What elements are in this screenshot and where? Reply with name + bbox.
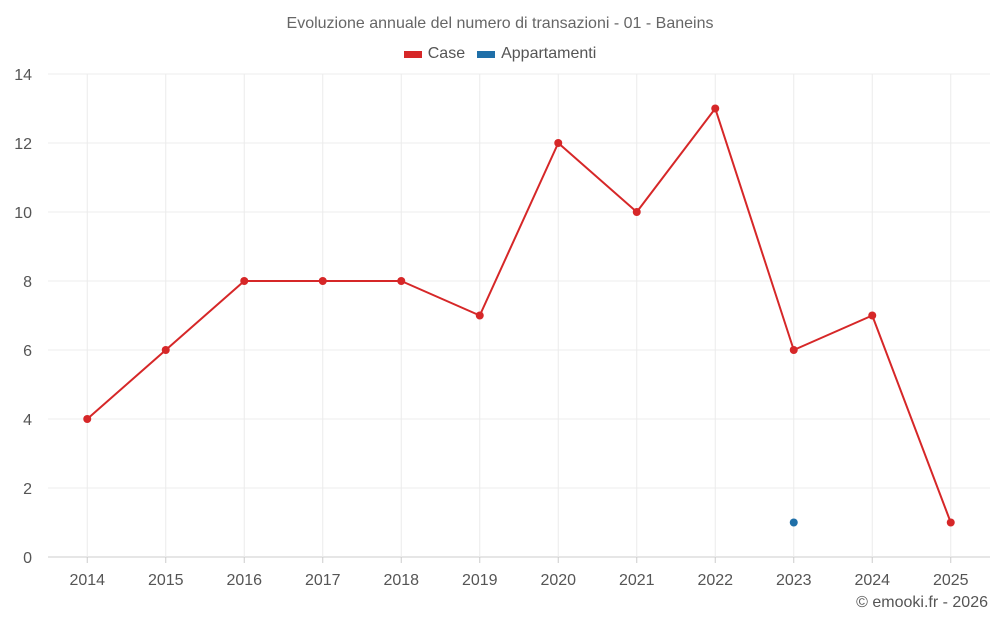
data-point[interactable] — [789, 518, 798, 527]
legend-swatch — [403, 50, 422, 58]
y-tick-label: 2 — [23, 481, 32, 498]
x-tick-label: 2025 — [933, 572, 969, 589]
x-tick-label: 2024 — [854, 572, 890, 589]
x-tick-label: 2019 — [462, 572, 498, 589]
data-point[interactable] — [711, 104, 720, 113]
data-point[interactable] — [475, 311, 484, 320]
series-layer — [83, 104, 955, 527]
data-point[interactable] — [318, 277, 327, 285]
y-tick-label: 10 — [14, 205, 32, 222]
x-tick-label: 2014 — [69, 572, 105, 589]
series-line-0 — [86, 107, 952, 523]
legend-label: Appartamenti — [501, 45, 597, 62]
data-point[interactable] — [868, 311, 877, 320]
data-point[interactable] — [946, 518, 955, 527]
y-tick-label: 4 — [23, 412, 32, 429]
data-point[interactable] — [83, 415, 92, 423]
y-tick-label: 12 — [14, 136, 32, 153]
x-tick-label: 2016 — [226, 572, 262, 589]
y-tick-label: 0 — [23, 550, 32, 567]
axis-layer: 0 2 4 6 8 10 12 14 2014 2015 2016 2017 2018 2019 2020 2… — [14, 67, 968, 589]
legend-label: Case — [427, 45, 466, 62]
data-point[interactable] — [789, 346, 798, 354]
grid-layer — [48, 73, 990, 558]
x-tick-label: 2020 — [540, 572, 576, 589]
x-tick-label: 2022 — [697, 572, 733, 589]
data-point[interactable] — [161, 346, 170, 354]
legend-item[interactable]: Case — [403, 45, 466, 63]
y-tick-label: 6 — [23, 343, 32, 360]
data-point[interactable] — [632, 208, 641, 216]
legend: Case Appartamenti — [0, 45, 1000, 63]
data-point[interactable] — [240, 277, 249, 285]
y-tick-label: 14 — [14, 67, 32, 84]
credit-text: © emooki.fr - 2026 — [856, 594, 988, 611]
x-tick-label: 2017 — [305, 572, 341, 589]
x-tick-label: 2018 — [383, 572, 419, 589]
legend-swatch — [477, 50, 496, 58]
legend-item[interactable]: Appartamenti — [477, 45, 596, 63]
x-tick-label: 2021 — [619, 572, 655, 589]
x-tick-label: 2023 — [776, 572, 812, 589]
data-point[interactable] — [397, 277, 406, 285]
chart-title: Evoluzione annuale del numero di transaz… — [286, 15, 714, 32]
y-tick-label: 8 — [23, 274, 32, 291]
x-tick-label: 2015 — [148, 572, 184, 589]
data-point[interactable] — [554, 139, 563, 147]
